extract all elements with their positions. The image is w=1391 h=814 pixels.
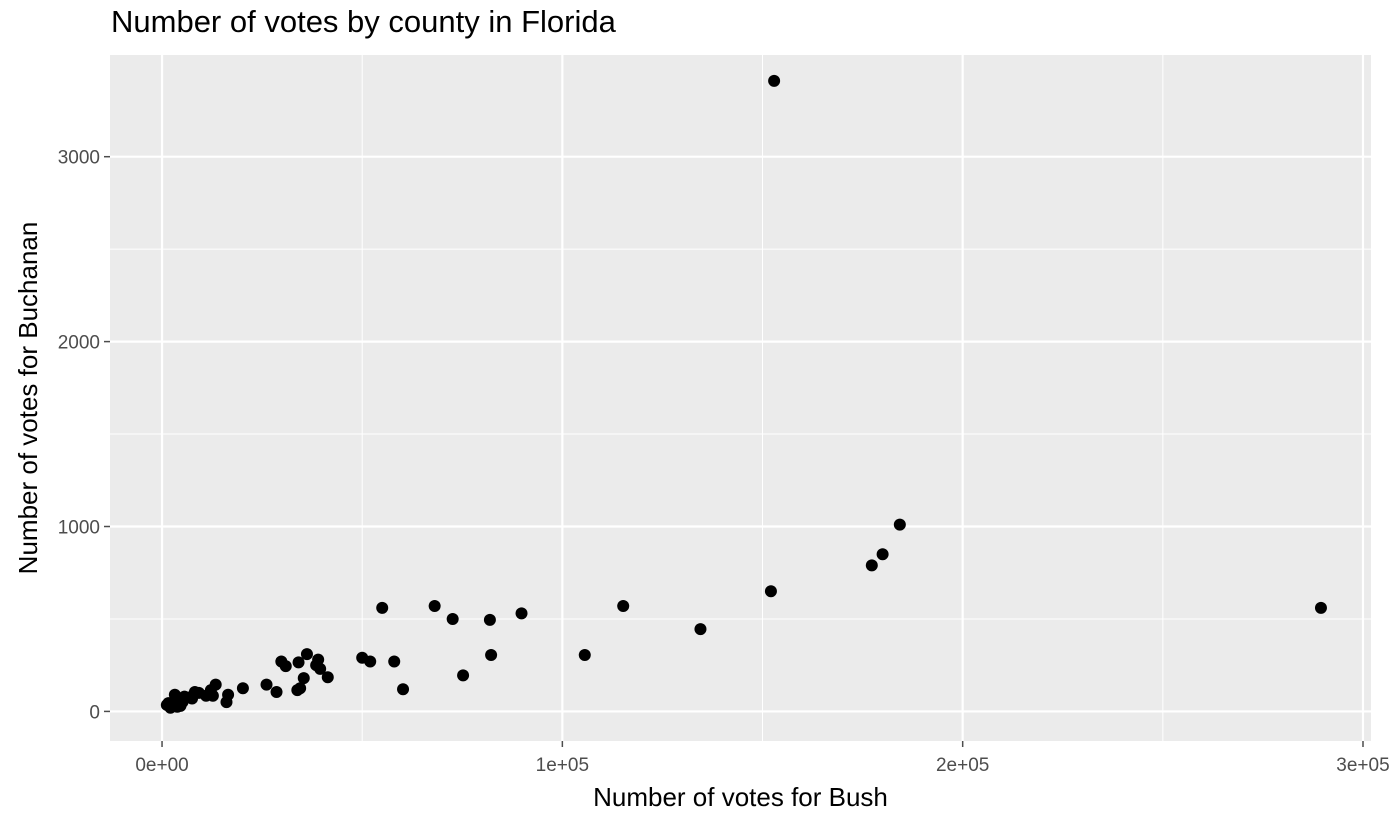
data-point: [310, 659, 323, 672]
data-point: [578, 649, 591, 662]
y-tick-label: 1000: [58, 518, 100, 539]
data-point: [275, 655, 288, 668]
data-point: [397, 683, 410, 696]
x-axis-ticks: 0e+00 1e+05 2e+05 3e+05: [135, 741, 1390, 776]
data-point: [292, 656, 305, 669]
data-point: [168, 688, 181, 701]
data-point: [1314, 601, 1327, 614]
data-point: [376, 601, 389, 614]
y-axis-ticks: 0 1000 2000 3000: [58, 148, 110, 723]
y-tick-label: 0: [89, 702, 100, 723]
data-point: [428, 600, 441, 613]
data-point: [483, 613, 496, 626]
data-point: [446, 612, 459, 625]
x-tick-label: 0e+00: [135, 755, 188, 776]
data-point: [236, 682, 249, 695]
data-point: [876, 548, 889, 561]
plot-panel: [110, 55, 1371, 741]
data-point: [617, 600, 630, 613]
data-point: [893, 518, 906, 531]
data-point: [764, 585, 777, 598]
data-point: [220, 696, 233, 709]
data-point: [270, 686, 283, 698]
data-point: [297, 672, 310, 685]
minor-gridlines: [110, 55, 1371, 741]
data-point: [694, 623, 707, 636]
data-point: [388, 655, 401, 668]
data-points: [160, 74, 1327, 714]
data-point: [356, 651, 369, 664]
data-point: [160, 698, 173, 711]
x-tick-label: 2e+05: [936, 755, 989, 776]
data-point: [865, 559, 878, 572]
data-point: [485, 649, 498, 662]
x-tick-label: 3e+05: [1336, 755, 1389, 776]
data-point: [457, 669, 470, 682]
major-gridlines: [110, 55, 1371, 741]
data-point: [300, 648, 313, 661]
x-tick-label: 1e+05: [536, 755, 589, 776]
x-axis-title: Number of votes for Bush: [593, 782, 888, 812]
data-point: [291, 684, 304, 697]
y-tick-label: 3000: [58, 148, 100, 169]
y-tick-label: 2000: [58, 333, 100, 354]
chart-title: Number of votes by county in Florida: [111, 4, 617, 39]
y-axis-title: Number of votes for Buchanan: [13, 222, 43, 575]
data-point: [515, 607, 528, 620]
data-point: [171, 700, 184, 713]
data-point: [321, 671, 334, 684]
data-point: [768, 74, 781, 87]
data-point: [260, 678, 273, 691]
